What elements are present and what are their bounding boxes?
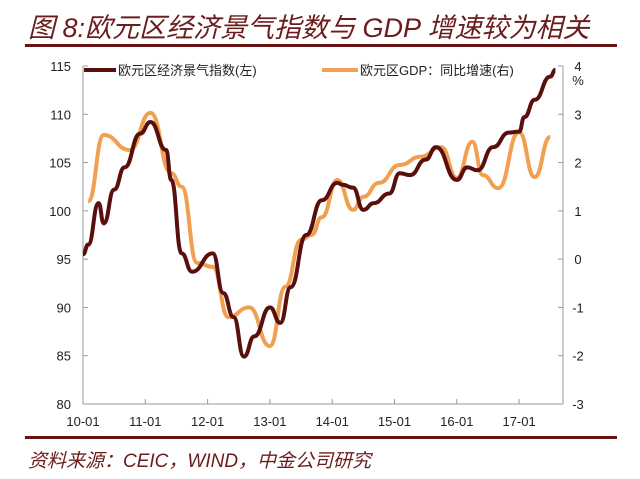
right-tick-label: 0 <box>574 252 581 267</box>
legend-label-esi: 欧元区经济景气指数(左) <box>118 63 257 78</box>
right-tick-label: 4 <box>574 59 581 74</box>
left-tick-label: 100 <box>49 204 71 219</box>
left-tick-label: 115 <box>50 59 71 74</box>
right-tick-label: -2 <box>572 349 584 364</box>
source-rule <box>25 436 617 439</box>
right-tick-label: 1 <box>574 204 581 219</box>
left-tick-label: 80 <box>57 397 71 412</box>
series-line-esi <box>82 67 557 359</box>
title-rule <box>25 44 617 47</box>
x-tick-label: 11-01 <box>129 414 161 429</box>
left-tick-label: 85 <box>57 349 71 364</box>
x-tick-label: 12-01 <box>191 414 224 429</box>
right-tick-label: -1 <box>572 300 584 315</box>
x-tick-label: 14-01 <box>316 414 349 429</box>
legend-label-gdp: 欧元区GDP：同比增速(右) <box>360 63 514 78</box>
series-line-gdp <box>86 110 552 349</box>
left-tick-label: 90 <box>57 300 71 315</box>
x-tick-label: 13-01 <box>253 414 286 429</box>
left-tick-label: 105 <box>49 156 71 171</box>
left-tick-label: 110 <box>50 107 71 122</box>
right-tick-label: -3 <box>572 397 584 412</box>
right-axis-unit: % <box>572 73 584 88</box>
figure-title: 图 8:欧元区经济景气指数与 GDP 增速较为相关 <box>28 13 590 43</box>
x-tick-label: 15-01 <box>378 414 411 429</box>
right-tick-label: 2 <box>574 156 581 171</box>
x-tick-label: 16-01 <box>440 414 473 429</box>
left-tick-label: 95 <box>57 252 71 267</box>
x-tick-label: 10-01 <box>66 414 99 429</box>
source-note: 资料来源：CEIC，WIND，中金公司研究 <box>28 451 372 472</box>
right-tick-label: 3 <box>574 107 581 122</box>
x-tick-label: 17-01 <box>502 414 535 429</box>
